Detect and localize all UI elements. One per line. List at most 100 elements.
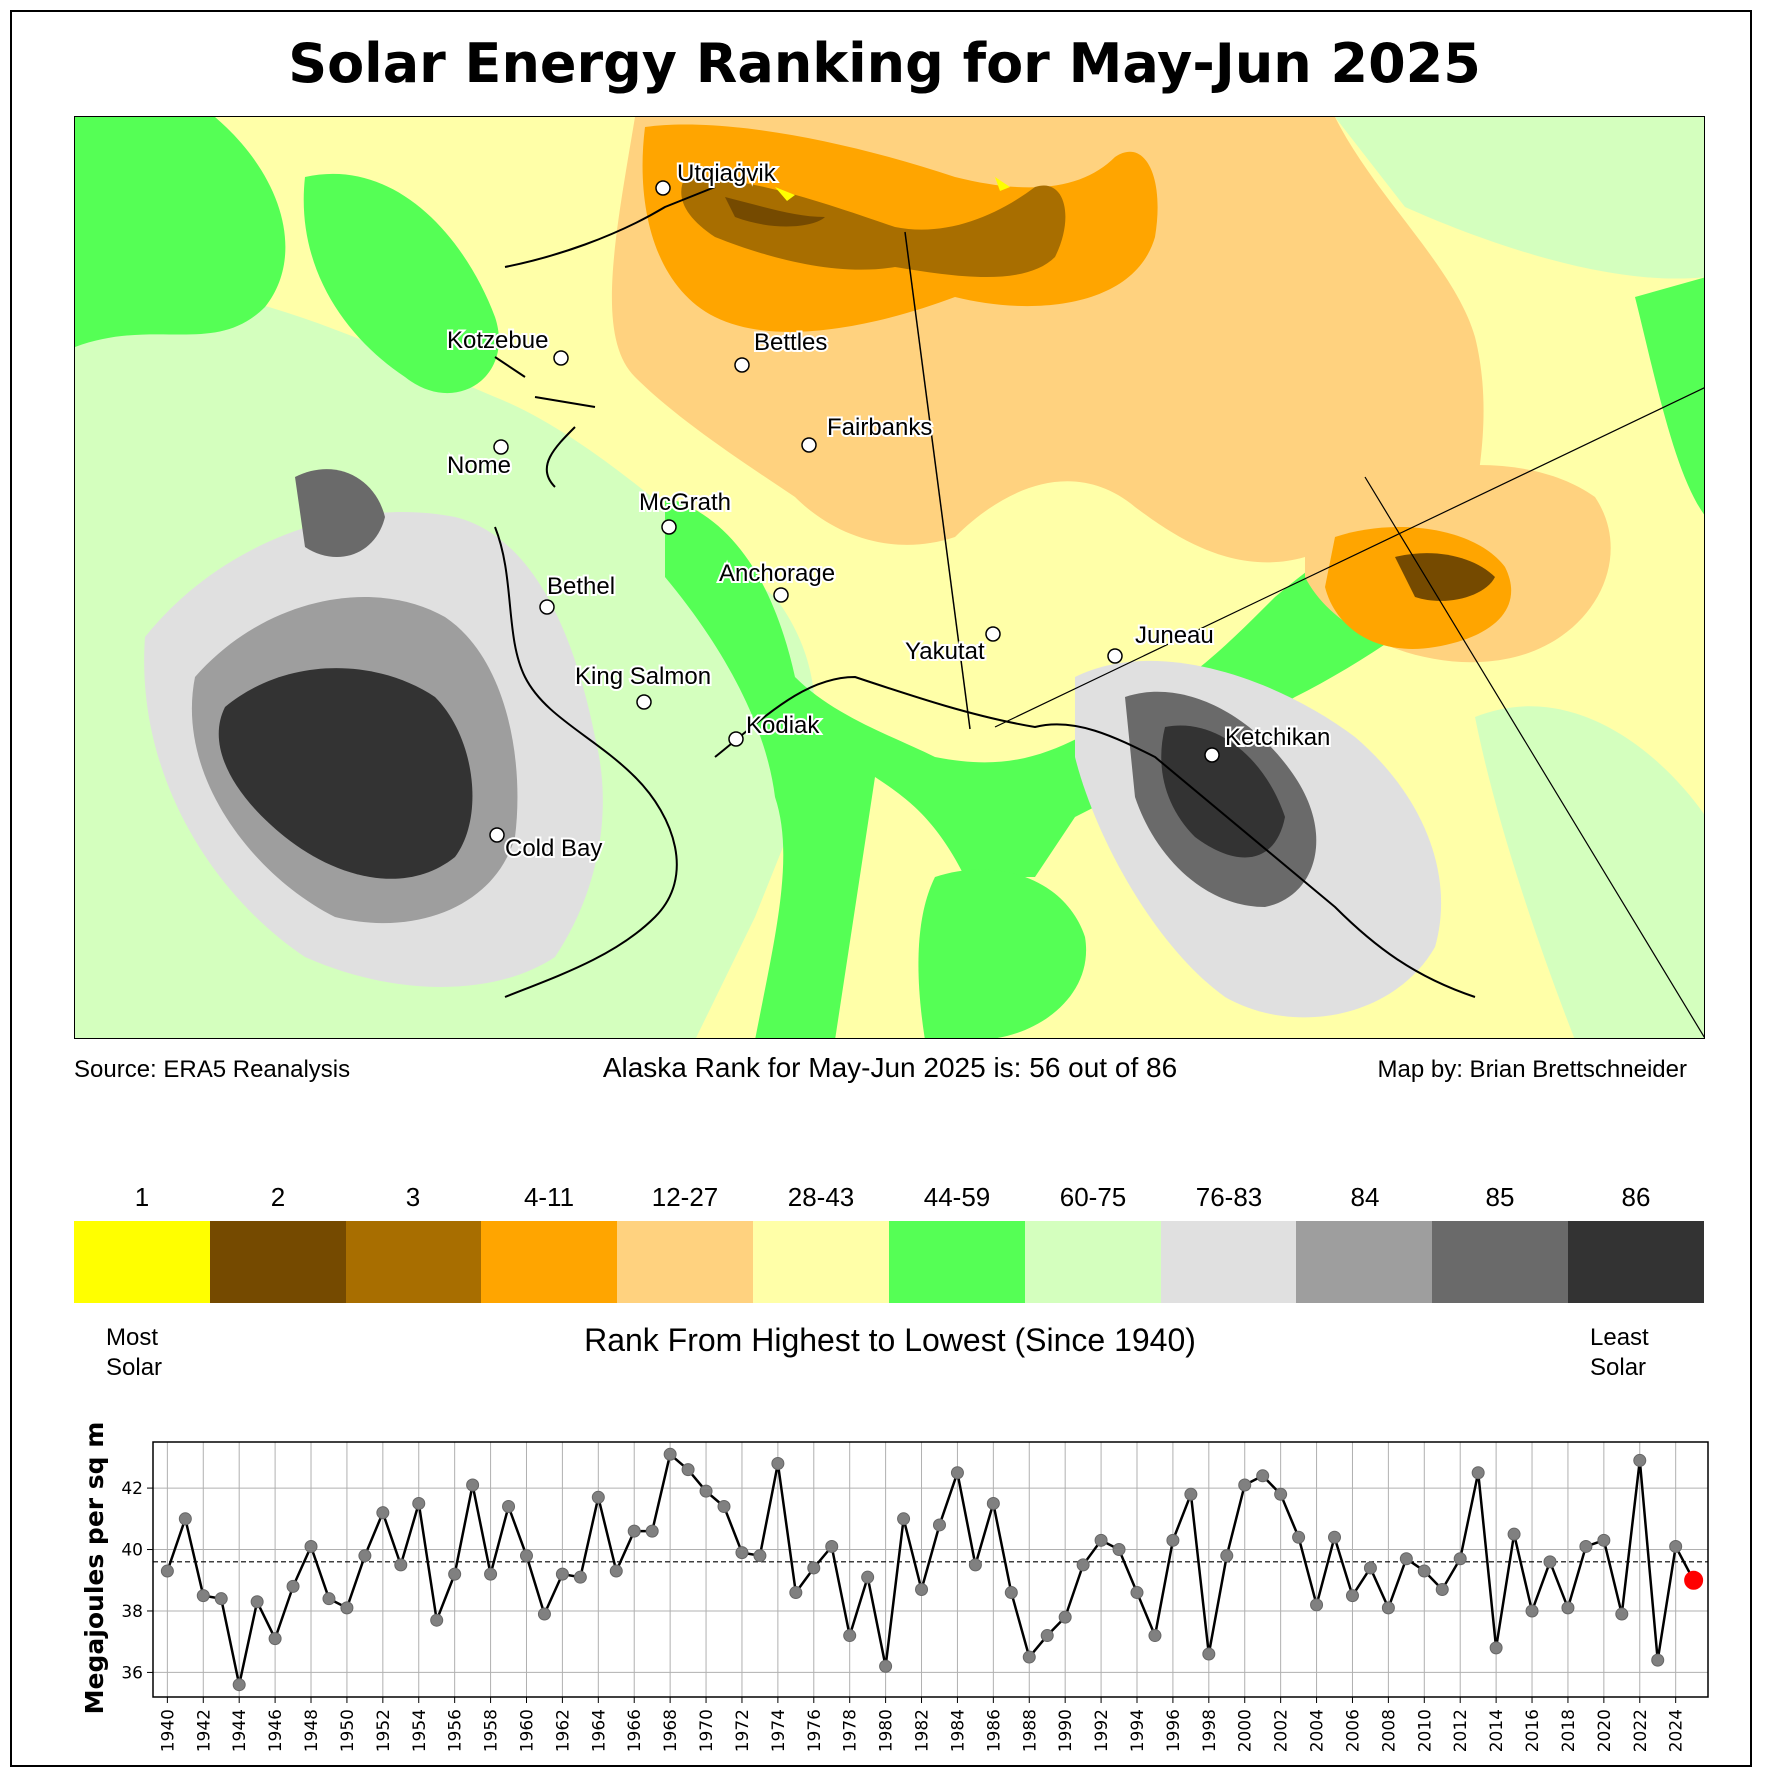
city-kodiak: Kodiak (728, 710, 822, 747)
chart-point (340, 1601, 354, 1615)
city-label: Fairbanks (827, 414, 932, 441)
legend-swatch (1432, 1221, 1569, 1303)
chart-x-tick-label: 2000 (1236, 1709, 1256, 1752)
chart-point (1040, 1629, 1054, 1643)
city-marker (728, 731, 744, 747)
legend-swatch (1568, 1221, 1704, 1303)
chart-point (573, 1570, 587, 1584)
chart-point (519, 1549, 533, 1563)
chart-point (1256, 1469, 1270, 1483)
legend-swatch (888, 1221, 1025, 1303)
chart-point (322, 1592, 336, 1606)
chart-x-tick-label: 1950 (338, 1709, 358, 1752)
source-credit: Source: ERA5 Reanalysis (74, 1056, 351, 1083)
chart-point (1363, 1561, 1377, 1575)
chart-x-tick-label: 2012 (1451, 1709, 1471, 1752)
city-marker (489, 827, 505, 843)
city-marker (734, 357, 750, 373)
chart-point (1184, 1487, 1198, 1501)
city-label: McGrath (639, 489, 731, 516)
border-yukon-nwt (1364, 476, 1704, 1038)
chart-point (484, 1567, 498, 1581)
chart-x-tick-label: 1942 (194, 1709, 214, 1752)
legend-swatch (481, 1221, 618, 1303)
city-marker (539, 599, 555, 615)
chart-x-tick-label: 1956 (446, 1709, 466, 1752)
chart-point (394, 1558, 408, 1572)
chart-x-tick-label: 2010 (1415, 1709, 1435, 1752)
region-green-chukotka (303, 173, 499, 394)
chart-x-tick-label: 1978 (841, 1709, 861, 1752)
city-marker (636, 694, 652, 710)
legend-axis-title: Rank From Highest to Lowest (Since 1940) (584, 1322, 1196, 1358)
chart-point (1525, 1604, 1539, 1618)
city-label: Juneau (1135, 622, 1214, 649)
chart-x-tick-label: 1982 (913, 1709, 933, 1752)
map-svg: Utqiaġvik Kotzebue Bettles Fairbanks Nom… (75, 117, 1704, 1038)
chart-point (1220, 1549, 1234, 1563)
chart-x-tick-label: 1962 (553, 1709, 573, 1752)
city-bethel: Bethel (539, 571, 617, 615)
chart-point (358, 1549, 372, 1563)
legend-most-line1: Most (106, 1324, 159, 1351)
city-marker (655, 180, 671, 196)
alaska-rank-map: Utqiaġvik Kotzebue Bettles Fairbanks Nom… (74, 116, 1705, 1039)
chart-x-tick-label: 1964 (589, 1709, 609, 1752)
chart-point (1112, 1543, 1126, 1557)
legend-least-solar: Least Solar (1590, 1323, 1649, 1383)
chart-point (735, 1546, 749, 1560)
city-label: King Salmon (575, 663, 711, 690)
city-marker (985, 626, 1001, 642)
city-fairbanks: Fairbanks (801, 412, 934, 453)
region-darkgrey-bering (218, 668, 473, 879)
border-141-meridian (904, 231, 971, 730)
chart-x-tick-label: 1960 (517, 1709, 537, 1752)
chart-point (879, 1659, 893, 1673)
chart-point (537, 1607, 551, 1621)
city-label: Yakutat (905, 638, 985, 665)
chart-point (268, 1632, 282, 1646)
chart-point (304, 1539, 318, 1553)
chart-point (627, 1524, 641, 1538)
city-marker (773, 587, 789, 603)
chart-point (789, 1586, 803, 1600)
city-kotzebue: Kotzebue (445, 325, 569, 366)
chart-plot-frame (152, 1441, 1709, 1698)
city-marker (1107, 648, 1123, 664)
city-mcgrath: McGrath (637, 487, 733, 535)
chart-y-tick-label: 38 (121, 1602, 143, 1622)
legend-label: 60-75 (1059, 1182, 1127, 1212)
chart-point (861, 1570, 875, 1584)
region-midgrey-stlawrence (295, 469, 385, 557)
chart-point (286, 1579, 300, 1593)
chart-point (1058, 1610, 1072, 1624)
chart-x-tick-label: 1972 (733, 1709, 753, 1752)
chart-x-tick-label: 1986 (984, 1709, 1004, 1752)
chart-x-tick-label: 2018 (1559, 1709, 1579, 1752)
city-king-salmon: King Salmon (573, 661, 713, 710)
chart-x-ticks: 1940 1942 1944 1946 1948 1950 1952 1954 1956 1958… (158, 1697, 1687, 1752)
city-nome: Nome (445, 439, 513, 481)
legend-most-solar: Most Solar (106, 1323, 162, 1383)
legend-swatch (1160, 1221, 1297, 1303)
chart-x-tick-label: 1966 (625, 1709, 645, 1752)
city-utqiagvik: Utqiaġvik (655, 158, 779, 196)
chart-point (717, 1500, 731, 1514)
chart-point (663, 1447, 677, 1461)
chart-point (1022, 1650, 1036, 1664)
legend-label: 3 (405, 1182, 421, 1212)
chart-point (807, 1561, 821, 1575)
chart-point (1148, 1629, 1162, 1643)
legend-label: 84 (1350, 1182, 1380, 1212)
legend-label: 1 (134, 1182, 150, 1212)
border-bc-yukon (994, 387, 1704, 728)
chart-point (932, 1518, 946, 1532)
city-label: Bethel (547, 573, 615, 600)
chart-point (968, 1558, 982, 1572)
chart-x-tick-label: 1968 (661, 1709, 681, 1752)
legend-least-line1: Least (1590, 1324, 1649, 1351)
chart-point (1202, 1647, 1216, 1661)
chart-x-tick-label: 1990 (1056, 1709, 1076, 1752)
city-label: Kotzebue (447, 327, 548, 354)
chart-point (753, 1549, 767, 1563)
